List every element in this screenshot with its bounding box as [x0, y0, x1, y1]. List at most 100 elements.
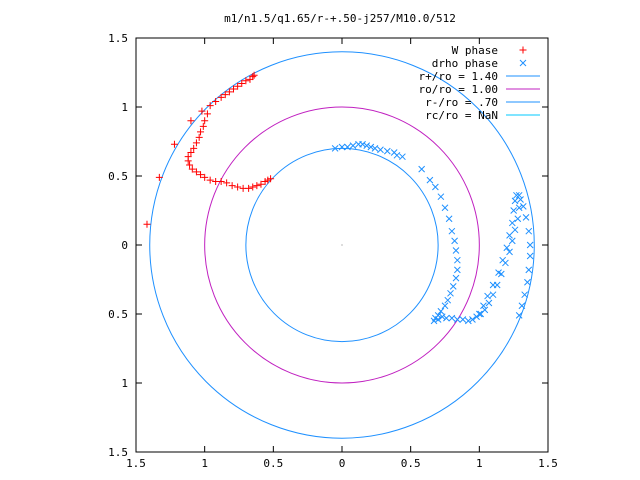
drho-phase-point — [522, 214, 530, 221]
y-tick-label: 0.5 — [108, 308, 128, 321]
drho-phase-point — [511, 197, 519, 205]
drho-phase-point — [519, 203, 527, 210]
w-phase-point — [186, 161, 194, 169]
drho-phase-point — [506, 231, 513, 239]
legend-label: drho phase — [432, 57, 498, 70]
drho-phase-point — [393, 151, 401, 159]
w-phase-point — [188, 165, 196, 173]
drho-phase-point — [489, 291, 497, 299]
drho-phase-point — [448, 314, 456, 322]
legend-label: r-/ro = .70 — [425, 96, 498, 109]
w-phase-point — [249, 183, 257, 191]
drho-phase-point — [443, 314, 450, 322]
x-tick-label: 1.5 — [538, 457, 558, 470]
drho-phase-point — [377, 146, 384, 154]
drho-phase-point — [454, 266, 461, 274]
drho-phase-point — [432, 183, 439, 191]
x-tick-label: 0.5 — [401, 457, 421, 470]
legend-sample-1 — [519, 59, 527, 67]
drho-phase-point — [430, 317, 438, 325]
drho-phase-point — [481, 306, 489, 314]
w-phase-point — [230, 85, 238, 93]
drho-phase-point — [426, 176, 434, 184]
y-tick-label: 0 — [121, 239, 128, 252]
x-tick-label: 1.5 — [126, 457, 146, 470]
drho-phase-point — [526, 252, 534, 260]
drho-phase-point — [449, 283, 457, 290]
legend-label: r+/ro = 1.40 — [419, 70, 498, 83]
w-phase-point — [187, 149, 195, 157]
w-phase-point — [253, 182, 261, 190]
circle-r-ro-1-40 — [149, 51, 535, 439]
w-phase-point — [257, 180, 265, 188]
drho-phase-point — [511, 226, 519, 234]
x-tick-label: 0.5 — [263, 457, 283, 470]
drho-phase-point — [454, 256, 461, 264]
w-phase-point — [228, 182, 236, 190]
drho-phase-point — [452, 274, 460, 282]
y-tick-label: 1 — [121, 101, 128, 114]
w-phase-point — [267, 175, 275, 183]
drho-phase-point — [514, 215, 522, 223]
w-phase-point — [221, 91, 229, 99]
drho-phase-point — [399, 153, 406, 161]
w-phase-point — [195, 133, 203, 141]
drho-phase-point — [438, 313, 446, 321]
drho-phase-point — [499, 256, 507, 264]
x-tick-label: 0 — [339, 457, 346, 470]
x-tick-label: 1 — [476, 457, 483, 470]
drho-phase-point — [349, 142, 357, 149]
drho-phase-point — [515, 312, 523, 319]
w-phase-point — [201, 117, 209, 125]
circle-r-ro-70 — [245, 147, 439, 343]
w-phase-point — [223, 179, 231, 187]
drho-phase-point — [464, 317, 472, 325]
w-phase-point — [192, 168, 200, 176]
w-phase-point — [212, 97, 220, 105]
drho-phase-point — [485, 299, 493, 307]
data-points — [143, 71, 534, 325]
w-phase-point — [170, 140, 178, 148]
drho-phase-point — [454, 316, 461, 323]
drho-phase-point — [475, 310, 483, 318]
drho-phase-point — [506, 248, 513, 256]
drho-phase-point — [383, 147, 391, 155]
drho-phase-point — [338, 143, 346, 151]
drho-phase-point — [447, 289, 454, 297]
drho-phase-point — [448, 227, 456, 235]
drho-phase-point — [434, 316, 442, 323]
w-phase-point — [225, 88, 233, 96]
w-phase-point — [242, 77, 250, 85]
drho-phase-point — [452, 247, 460, 254]
reference-circles — [149, 51, 535, 439]
chart-title: m1/n1.5/q1.65/r-+.50-j257/M10.0/512 — [224, 12, 456, 25]
drho-phase-point — [515, 204, 523, 212]
y-tick-label: 1 — [121, 377, 128, 390]
y-tick-label: 0.5 — [108, 170, 128, 183]
w-phase-point — [238, 80, 246, 88]
legend-label: rc/ro = NaN — [425, 109, 498, 122]
w-phase-point — [155, 173, 163, 181]
drho-phase-point — [445, 215, 453, 223]
drho-phase-point — [344, 143, 351, 151]
drho-phase-point — [515, 191, 523, 199]
w-phase-point — [203, 110, 211, 118]
y-tick-label: 1.5 — [108, 446, 128, 459]
x-tick-label: 1 — [201, 457, 208, 470]
drho-phase-point — [495, 269, 502, 276]
w-phase-point — [187, 117, 195, 125]
drho-phase-point — [489, 281, 497, 289]
drho-phase-point — [441, 302, 449, 310]
w-phase-point — [206, 176, 214, 184]
y-tick-label: 1.5 — [108, 32, 128, 45]
drho-phase-point — [525, 227, 533, 235]
w-phase-point — [143, 220, 151, 228]
drho-phase-point — [513, 191, 520, 199]
axes: 1.5 1 0.5 0 0.5 1 1.51.510.500.511.5 — [108, 32, 558, 470]
drho-phase-point — [441, 204, 449, 212]
drho-phase-point — [359, 140, 366, 148]
drho-phase-point — [508, 237, 516, 245]
drho-phase-point — [371, 145, 379, 152]
